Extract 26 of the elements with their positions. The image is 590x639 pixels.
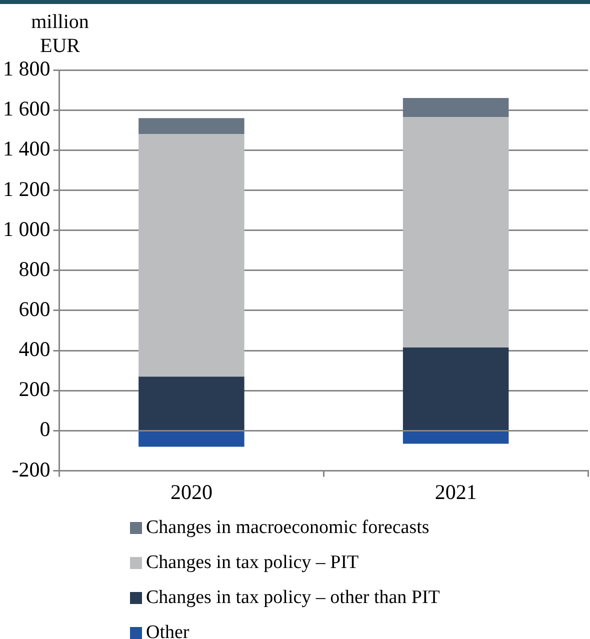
bar: [138, 118, 244, 134]
bar: [402, 431, 509, 444]
bar: [402, 117, 509, 348]
y-tick-label: 1 200: [3, 176, 50, 201]
y-tick-label: 400: [18, 337, 50, 362]
y-tick-label: 1 000: [3, 216, 50, 241]
x-tick-label: 2021: [434, 480, 477, 504]
legend-label: Changes in tax policy – other than PIT: [146, 586, 440, 608]
bar: [138, 134, 244, 377]
y-tick-label: 800: [18, 256, 50, 281]
y-tick-label: -200: [12, 457, 50, 482]
legend-label: Changes in tax policy – PIT: [146, 552, 359, 574]
bar: [138, 376, 244, 430]
y-tick-label: 200: [18, 377, 50, 402]
bar: [402, 348, 509, 430]
y-tick-label: 0: [40, 417, 50, 442]
legend-label: Changes in macroeconomic forecasts: [146, 516, 430, 538]
y-tick-label: 1 600: [3, 96, 50, 121]
bar: [138, 431, 244, 447]
y-tick-label: 600: [18, 296, 50, 321]
y-tick-label: 1 400: [3, 136, 50, 161]
legend-label: Other: [146, 622, 190, 639]
y-tick-label: 1 800: [3, 56, 50, 81]
y-axis-title: million EUR: [30, 10, 90, 58]
bar: [402, 98, 509, 118]
x-tick-label: 2020: [170, 480, 212, 504]
